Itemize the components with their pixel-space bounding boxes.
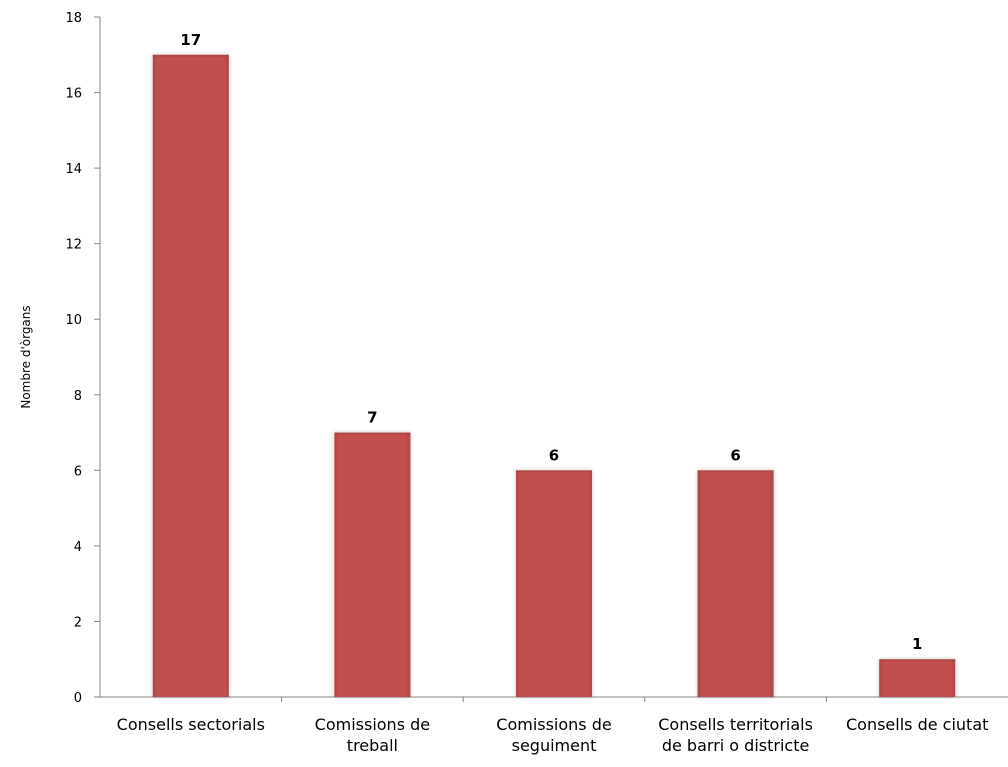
bar-top-edge bbox=[152, 54, 229, 57]
bar-shade bbox=[334, 432, 411, 697]
y-tick-label: 8 bbox=[74, 389, 82, 404]
x-category-label: Consells de ciutat bbox=[846, 715, 988, 734]
x-category-label-line: Consells territorials bbox=[658, 715, 813, 734]
bar-top-edge bbox=[879, 659, 956, 662]
x-category-label-line: Consells sectorials bbox=[117, 715, 265, 734]
y-tick-label: 6 bbox=[74, 464, 82, 479]
bar-top-edge bbox=[697, 470, 774, 473]
x-category-label: Comissions de seguiment bbox=[496, 715, 611, 755]
data-label: 7 bbox=[367, 409, 377, 427]
bar-shade bbox=[516, 470, 592, 697]
y-tick-label: 12 bbox=[65, 238, 82, 253]
x-category-label: Comissions de treball bbox=[315, 715, 430, 755]
x-category-label-line: Comissions de bbox=[315, 715, 430, 734]
x-category-label-line: Consells de ciutat bbox=[846, 715, 988, 734]
x-category-label: Consells sectorials bbox=[117, 715, 265, 734]
y-tick-label: 16 bbox=[65, 87, 82, 102]
y-tick-label: 0 bbox=[74, 691, 82, 706]
y-tick-label: 18 bbox=[65, 11, 82, 26]
y-tick-label: 4 bbox=[74, 540, 82, 555]
labels-group: 17 Consells sectorials 7 Comissions de treba… bbox=[117, 31, 989, 755]
data-label: 6 bbox=[549, 446, 559, 464]
bar-shade bbox=[879, 659, 956, 697]
data-label: 17 bbox=[180, 31, 201, 49]
bar-shade bbox=[152, 54, 229, 698]
x-category-label: Consells territorials de barri o district… bbox=[658, 715, 813, 755]
bar-top-edge bbox=[334, 432, 411, 435]
y-tick-label: 10 bbox=[65, 313, 82, 328]
bar-top-edge bbox=[516, 470, 592, 473]
data-label: 6 bbox=[730, 446, 740, 464]
y-axis-title: Nombre d'òrgans bbox=[19, 305, 33, 408]
y-tick-label: 2 bbox=[74, 615, 82, 630]
y-tick-label: 14 bbox=[65, 162, 82, 177]
x-category-label-line: treball bbox=[347, 736, 398, 755]
bar-shade bbox=[697, 470, 774, 697]
bars-group bbox=[152, 54, 956, 698]
x-category-label-line: seguiment bbox=[512, 736, 597, 755]
x-category-label-line: de barri o districte bbox=[662, 736, 809, 755]
data-label: 1 bbox=[912, 635, 922, 653]
x-category-label-line: Comissions de bbox=[496, 715, 611, 734]
